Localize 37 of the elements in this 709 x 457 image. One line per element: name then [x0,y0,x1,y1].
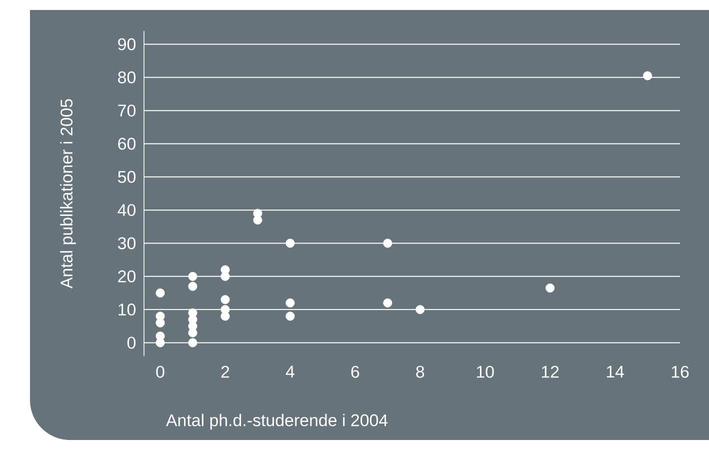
point [188,338,198,348]
y-tick-label: 0 [127,336,136,349]
x-tick-label: 6 [351,366,360,378]
x-tick-label: 0 [156,366,164,378]
y-axis-title: Antal publikationer i 2005 [60,99,76,289]
x-tick-label: 14 [606,366,624,378]
y-tick-label: 40 [118,204,136,216]
x-tick-label: 12 [542,366,559,378]
y-tick-label: 70 [118,104,136,117]
y-tick-label: 30 [118,237,136,250]
point [220,295,230,304]
point [383,238,392,248]
x-tick-label: 16 [672,366,689,378]
point [546,284,555,292]
point [156,338,165,348]
point [188,272,198,281]
x-tick-label: 10 [476,366,494,378]
point [188,282,198,291]
point [286,298,295,308]
y-tick-label: 10 [118,304,136,316]
point [643,71,652,80]
x-tick-label: 8 [416,366,424,378]
x-tick-label: 2 [221,366,230,378]
y-tick-label: 50 [118,170,136,183]
point [220,312,230,321]
point [156,288,165,298]
point [416,305,425,314]
point [383,298,392,308]
point [253,216,262,225]
y-tick-label: 60 [118,138,136,150]
point [286,312,295,321]
x-axis-title: Antal ph.d.-studerende i 2004 [166,414,388,430]
point [286,238,295,248]
y-tick-label: 80 [118,71,136,84]
y-tick-label: 20 [118,270,136,282]
y-tick-label: 90 [118,38,136,50]
x-tick-label: 4 [286,366,294,378]
